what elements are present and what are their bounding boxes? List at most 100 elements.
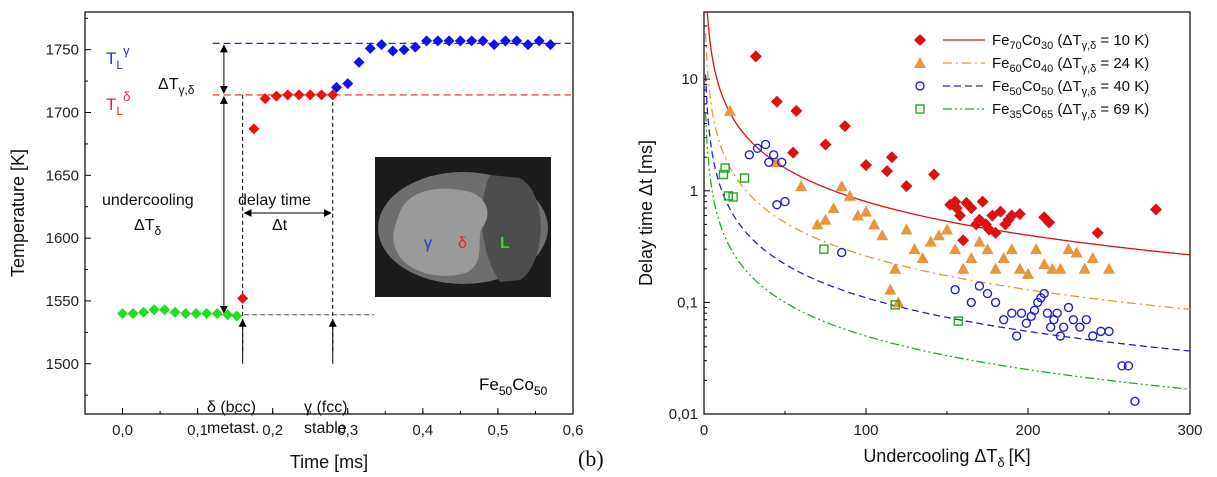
panel-b-data-point: [994, 205, 1007, 218]
panel-b-data-point: [876, 229, 889, 241]
legend-marker: [914, 57, 926, 68]
panel-a-y-tick-label: 1750: [46, 42, 79, 59]
panel-b-data-point: [1042, 308, 1053, 318]
undercooling-label: undercooling: [102, 192, 194, 209]
panel-b-data-point: [860, 205, 872, 217]
panel-b-data-point: [718, 169, 729, 180]
panel-a-data-point: [259, 93, 271, 105]
panel-a-data-point: [282, 89, 294, 101]
panel-a-data-point: [432, 35, 444, 47]
panel-b-data-point: [916, 251, 929, 263]
panel-a-annotation-lines: [219, 44, 337, 364]
panel-b-data-point: [973, 235, 986, 247]
panel-a-x-tick-label: 0,2: [262, 422, 283, 439]
delay-symbol-label: Δt: [272, 217, 288, 234]
panel-b-data-point: [860, 159, 872, 172]
panel-b-data-point: [976, 195, 989, 208]
panel-b-data-point: [949, 243, 962, 255]
panel-b: 0 100 200 300 0,01 0,1 1 10 Fe70Co30 (ΔTγ,δ = 1…: [636, 11, 1203, 470]
panel-a-data-point: [117, 308, 129, 319]
inset-liquid-region: [481, 175, 541, 282]
panel-b-data-point: [989, 226, 1002, 239]
panel-b-data-point: [965, 202, 978, 215]
panel-a-x-tick-label: 0,1: [187, 422, 208, 439]
panel-b-data-point: [1081, 314, 1092, 325]
panel-a-y-tick-label: 1550: [46, 293, 79, 310]
panel-a-data-point: [522, 39, 534, 51]
panel-b-data-point: [1086, 251, 1099, 263]
panel-a-data-point: [364, 42, 376, 54]
panel-a-data-point: [248, 123, 260, 135]
panel-b-data-point: [999, 314, 1009, 325]
panel-b-data-point: [787, 146, 800, 159]
panel-b-data-point: [900, 180, 913, 193]
panel-b-data-point: [1104, 326, 1114, 337]
panel-a-data-point: [169, 306, 181, 318]
panel-b-data-point: [889, 262, 902, 274]
panel-a-data-point: [353, 56, 365, 68]
panel-b-data-point: [1117, 361, 1127, 371]
inset-label-delta: δ: [458, 235, 467, 252]
panel-b-data-point: [868, 218, 881, 230]
panel-a-data-point: [331, 81, 343, 93]
panel-b-data-point: [770, 156, 783, 168]
panel-b-data-point: [1063, 302, 1074, 313]
liquidus-delta-label: TLδ: [106, 89, 130, 118]
panel-b-data-point: [990, 297, 1001, 308]
panel-a-data-point: [293, 89, 305, 101]
panel-a-data-point: [477, 35, 489, 47]
panel-a-plot-frame: [84, 11, 574, 415]
panel-a-data-point: [421, 35, 433, 47]
panel-a-x-tick-label: 0,5: [487, 422, 508, 439]
panel-a-data-point: [304, 89, 316, 101]
panel-b-data-point: [892, 296, 905, 308]
panel-a-y-axis-label: Temperature [K]: [8, 149, 28, 277]
panel-b-data-point: [1091, 226, 1104, 239]
panel-b-data-point: [1123, 361, 1134, 371]
panel-a-data-point: [466, 35, 478, 47]
panel-a-data-point: [342, 78, 354, 90]
panel-b-x-tick-label: 200: [1015, 422, 1040, 439]
panel-a-y-tick-label: 1700: [46, 105, 79, 122]
panel-b-data-point: [1045, 322, 1056, 332]
panel-b-data-point: [819, 244, 829, 254]
panel-b-data-point: [924, 235, 937, 247]
panel-b-data-point: [723, 104, 736, 116]
panel-b-x-tick-label: 300: [1177, 422, 1202, 439]
panel-b-data-point: [768, 150, 779, 160]
panel-a-data-point: [138, 306, 150, 318]
panel-b-fit-curve: [704, 32, 1191, 310]
panel-b-data-point: [941, 223, 953, 235]
panel-b-data-point: [1021, 318, 1032, 328]
panel-a-data-point: [488, 39, 500, 51]
panel-b-data-point: [932, 229, 945, 241]
panel-a-y-tick-label: 1500: [46, 356, 79, 373]
panel-a: 0,0 0,1 0,2 0,3 0,4 0,5 0,6 1500 1550 1600 1650 170…: [8, 11, 583, 472]
delta-phase-label: δ (bcc): [207, 399, 256, 416]
panel-b-data-point: [1078, 262, 1091, 274]
panel-b-data-point: [837, 247, 847, 258]
panel-a-data-point: [409, 41, 421, 53]
panel-b-data-point: [997, 251, 1010, 263]
panel-b-label: (b): [578, 446, 604, 471]
panel-b-data-point: [811, 218, 824, 230]
inset-label-liquid: L: [500, 235, 510, 252]
gamma-phase-stable-label: stable: [304, 420, 347, 437]
panel-b-data-point: [957, 262, 970, 274]
legend-marker: [915, 81, 925, 91]
panel-b-data-point: [1070, 246, 1083, 258]
panel-b-y-tick-label: 0,01: [669, 406, 698, 423]
legend-entry-label: Fe60Co40 (ΔTγ,δ = 24 K): [992, 55, 1149, 75]
panel-b-data-point: [1007, 308, 1017, 318]
panel-b-data-point: [1005, 209, 1018, 222]
panel-b-fit-curve: [706, 11, 1191, 256]
legend-entry-label: Fe50Co50 (ΔTγ,δ = 40 K): [992, 78, 1149, 98]
panel-b-data-point: [965, 251, 978, 263]
panel-b-data-point: [950, 284, 960, 295]
panel-b-y-tick-label: 0,1: [677, 294, 698, 311]
panel-b-data-point: [928, 168, 941, 181]
delta-t-gamma-delta-label: ΔTγ,δ: [158, 76, 195, 97]
panel-b-data-point: [1062, 243, 1075, 255]
legend-entry-label: Fe35Co65 (ΔTγ,δ = 69 K): [992, 101, 1149, 121]
